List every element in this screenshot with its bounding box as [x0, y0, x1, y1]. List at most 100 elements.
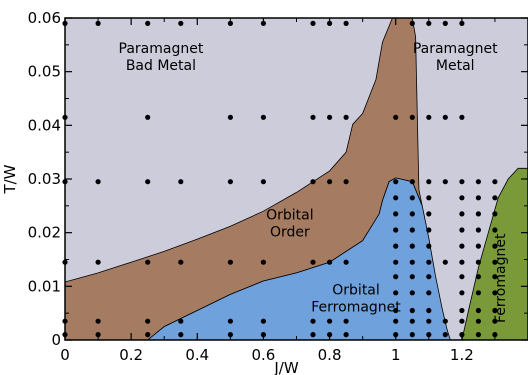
- data-point: [492, 290, 498, 296]
- data-point: [178, 20, 184, 26]
- data-point: [442, 259, 448, 265]
- data-point: [492, 227, 498, 233]
- data-point: [343, 20, 349, 26]
- data-point: [145, 114, 151, 120]
- data-point: [475, 195, 481, 201]
- data-point: [475, 332, 481, 338]
- data-point: [492, 259, 498, 265]
- data-point: [426, 20, 432, 26]
- data-point: [409, 179, 415, 185]
- data-point: [393, 259, 399, 265]
- data-point: [310, 179, 316, 185]
- data-point: [442, 179, 448, 185]
- region-label-paramagnet-metal: Paramagnet Metal: [413, 41, 498, 74]
- data-point: [426, 195, 432, 201]
- data-point: [178, 318, 184, 324]
- data-point: [260, 318, 266, 324]
- data-point: [475, 290, 481, 296]
- region-label-orbital-ferromagnet: Orbital Ferromagnet: [311, 282, 401, 315]
- data-point: [178, 179, 184, 185]
- data-point: [459, 114, 465, 120]
- data-point: [409, 290, 415, 296]
- data-point: [426, 114, 432, 120]
- data-point: [492, 332, 498, 338]
- y-tick-label: 0.01: [28, 277, 61, 295]
- data-point: [327, 259, 333, 265]
- data-point: [409, 243, 415, 249]
- data-point: [310, 259, 316, 265]
- data-point: [426, 318, 432, 324]
- data-point: [227, 114, 233, 120]
- data-point: [475, 227, 481, 233]
- data-point: [393, 179, 399, 185]
- data-point: [343, 332, 349, 338]
- data-point: [145, 20, 151, 26]
- region-label-orbital-order: Orbital Order: [266, 207, 314, 240]
- data-point: [227, 179, 233, 185]
- data-point: [409, 114, 415, 120]
- data-point: [409, 259, 415, 265]
- data-point: [459, 307, 465, 314]
- data-point: [310, 318, 316, 324]
- data-point: [393, 195, 399, 201]
- data-point: [145, 259, 151, 265]
- data-point: [95, 332, 101, 338]
- region-label-paramagnet: Paramagnet Bad Metal: [119, 41, 204, 74]
- data-point: [393, 290, 399, 296]
- data-point: [426, 179, 432, 185]
- data-point: [393, 318, 399, 324]
- y-tick-label: 0.02: [28, 224, 61, 242]
- data-point: [343, 179, 349, 185]
- data-point: [492, 307, 498, 314]
- data-point: [95, 318, 101, 324]
- data-point: [260, 114, 266, 120]
- data-point: [260, 179, 266, 185]
- data-point: [459, 211, 465, 217]
- data-point: [327, 114, 333, 120]
- data-point: [426, 290, 432, 296]
- data-point: [475, 259, 481, 265]
- data-point: [178, 259, 184, 265]
- region-label-ferromagnet: Ferromagnet: [493, 233, 509, 323]
- data-point: [475, 179, 481, 185]
- data-point: [145, 332, 151, 338]
- data-point: [492, 243, 498, 249]
- x-tick-label: 0: [60, 346, 70, 364]
- data-point: [426, 211, 432, 217]
- data-point: [492, 318, 498, 324]
- data-point: [343, 114, 349, 120]
- data-point: [459, 227, 465, 233]
- y-axis-label: T/W: [1, 164, 19, 194]
- data-point: [95, 259, 101, 265]
- data-point: [426, 274, 432, 280]
- data-point: [442, 114, 448, 120]
- data-point: [393, 307, 399, 314]
- data-points: [62, 20, 498, 338]
- data-point: [475, 211, 481, 217]
- data-point: [409, 20, 415, 26]
- data-point: [343, 318, 349, 324]
- data-point: [227, 332, 233, 338]
- data-point: [409, 195, 415, 201]
- data-point: [492, 195, 498, 201]
- x-tick-label: 0.2: [119, 346, 143, 364]
- data-point: [310, 114, 316, 120]
- data-point: [475, 307, 481, 314]
- data-point: [409, 318, 415, 324]
- data-point: [442, 332, 448, 338]
- x-tick-label: 1.2: [450, 346, 474, 364]
- x-tick-label: 1: [391, 346, 401, 364]
- data-point: [409, 274, 415, 280]
- data-point: [459, 179, 465, 185]
- data-point: [475, 243, 481, 249]
- data-point: [409, 211, 415, 217]
- data-point: [260, 259, 266, 265]
- data-point: [227, 318, 233, 324]
- data-point: [145, 318, 151, 324]
- data-point: [492, 274, 498, 280]
- data-point: [327, 318, 333, 324]
- data-point: [442, 318, 448, 324]
- x-tick-label: 0.6: [251, 346, 275, 364]
- data-point: [459, 243, 465, 249]
